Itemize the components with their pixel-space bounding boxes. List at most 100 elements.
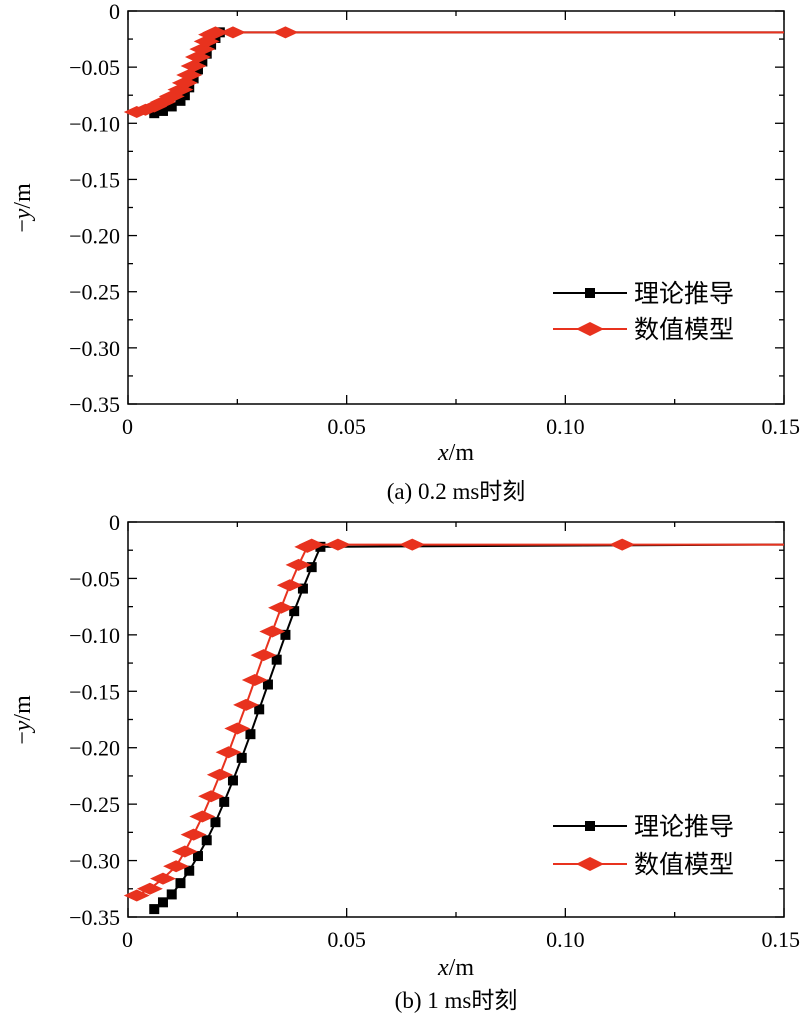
y-tick-label: −0.20 [69, 736, 120, 761]
data-point-numeric [180, 828, 207, 841]
data-point-theory [201, 48, 212, 59]
data-point-numeric [324, 538, 351, 551]
y-tick-label: −0.30 [69, 336, 120, 361]
legend: 理论推导 数值模型 [553, 279, 734, 344]
caption-a: (a) 0.2 ms时刻 [387, 479, 526, 504]
data-point-theory [280, 629, 291, 640]
data-point-theory [306, 562, 317, 573]
data-point-numeric [272, 26, 299, 39]
y-tick-label: −0.15 [69, 679, 120, 704]
y-tick-label: 0 [109, 0, 120, 24]
data-point-theory [236, 752, 247, 763]
legend-marker-theory [585, 821, 595, 831]
data-point-numeric [276, 579, 303, 592]
data-point-theory [197, 56, 208, 67]
data-point-numeric [285, 558, 312, 571]
caption-b: (b) 1 ms时刻 [395, 988, 518, 1013]
data-point-theory [297, 583, 308, 594]
data-point-numeric [171, 845, 198, 858]
data-point-theory [175, 95, 186, 106]
data-point-numeric [189, 810, 216, 823]
data-point-theory [262, 679, 273, 690]
y-tick-label: −0.15 [69, 167, 120, 192]
series-line-1 [136, 543, 784, 897]
y-tick-label: −0.30 [69, 849, 120, 874]
data-point-numeric [298, 538, 325, 551]
data-point-theory [210, 817, 221, 828]
data-point-numeric [609, 538, 636, 551]
x-tick-label: 0 [122, 927, 133, 952]
data-point-theory [149, 108, 160, 119]
data-point-numeric [224, 722, 251, 735]
chart-b: 0 0.05 0.10 0.15 0 −0.05 −0.10 −0.15 −0.20 −0.25… [10, 510, 800, 1013]
data-point-numeric [202, 26, 229, 39]
y-tick-label: −0.10 [69, 623, 120, 648]
data-point-numeric [123, 889, 150, 902]
y-tick-label: 0 [109, 510, 120, 535]
legend-marker-numeric [576, 322, 604, 336]
chart-a: 0 0.05 0.10 0.15 0 −0.05 −0.10 −0.15 −0.20 −0.25… [10, 0, 800, 504]
data-point-theory [201, 835, 212, 846]
data-point-theory [227, 775, 238, 786]
y-tick-label: −0.35 [69, 392, 120, 417]
x-tick-label: 0.05 [327, 927, 366, 952]
data-point-theory [184, 82, 195, 93]
data-point-theory [157, 105, 168, 116]
y-tick-label: −0.25 [69, 792, 120, 817]
data-point-numeric [241, 674, 268, 686]
legend-marker-theory [585, 288, 595, 298]
data-point-theory [166, 101, 177, 112]
data-point-numeric [163, 860, 190, 873]
plot-frame [127, 10, 785, 405]
y-tick-label: −0.05 [69, 55, 120, 80]
data-point-theory [254, 704, 265, 715]
series-line-0 [153, 31, 784, 115]
data-point-numeric [233, 698, 260, 711]
data-point-numeric [206, 768, 233, 781]
data-point-theory [179, 90, 190, 101]
data-point-theory [192, 851, 203, 862]
x-tick-label: 0.15 [762, 927, 800, 952]
legend-label-numeric: 数值模型 [634, 850, 734, 879]
y-tick-label: −0.10 [69, 111, 120, 136]
x-tick-label: 0.10 [546, 414, 585, 439]
data-point-numeric [259, 625, 286, 638]
legend-marker-numeric [576, 857, 604, 871]
data-point-theory [315, 541, 326, 552]
legend: 理论推导 数值模型 [553, 812, 734, 879]
legend-label-numeric: 数值模型 [634, 315, 734, 344]
y-tick-label: −0.35 [69, 905, 120, 930]
data-point-numeric [136, 882, 163, 895]
x-tick-label: 0.10 [546, 927, 585, 952]
data-point-numeric [176, 69, 203, 82]
x-axis-label: x/m [437, 440, 474, 466]
data-point-theory [271, 654, 282, 665]
data-point-numeric [250, 649, 277, 662]
legend-label-theory: 理论推导 [634, 812, 734, 841]
data-point-theory [166, 889, 177, 900]
data-point-numeric [215, 746, 242, 759]
data-point-numeric [399, 538, 426, 551]
data-point-numeric [268, 601, 295, 614]
y-tick-label: −0.20 [69, 224, 120, 249]
data-point-theory [184, 865, 195, 876]
data-point-theory [245, 729, 256, 740]
data-point-numeric [198, 790, 225, 803]
data-point-theory [289, 606, 300, 617]
data-point-numeric [180, 60, 207, 73]
x-tick-label: 0.15 [762, 414, 800, 439]
y-tick-label: −0.05 [69, 566, 120, 591]
x-tick-label: 0 [122, 414, 133, 439]
x-tick-label: 0.05 [327, 414, 366, 439]
y-axis-label: −y/m [10, 183, 36, 233]
data-point-numeric [149, 872, 176, 885]
data-point-theory [219, 796, 230, 807]
data-point-theory [175, 878, 186, 889]
legend-label-theory: 理论推导 [634, 279, 734, 308]
y-tick-label: −0.25 [69, 280, 120, 305]
data-point-theory [149, 904, 160, 915]
data-point-numeric [219, 26, 246, 39]
x-axis-label: x/m [437, 955, 474, 981]
y-axis-label: −y/m [10, 695, 36, 745]
